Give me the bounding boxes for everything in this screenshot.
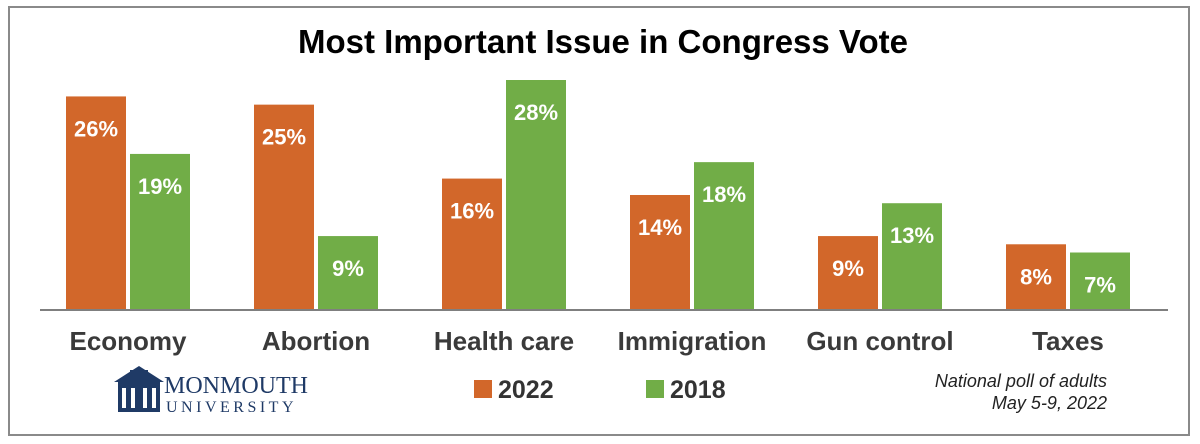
bar-2018-economy xyxy=(130,153,190,310)
bar-2018-abortion xyxy=(318,236,378,310)
value-label-2022-health-care: 16% xyxy=(450,199,494,224)
chart-frame xyxy=(8,6,1190,436)
bar-2018-taxes xyxy=(1070,252,1130,310)
logo-line-2: UNIVERSITY xyxy=(166,399,297,416)
source-note-line-1: National poll of adults xyxy=(935,371,1107,391)
legend-label-2018: 2018 xyxy=(670,376,726,404)
value-label-2022-abortion: 25% xyxy=(262,125,306,150)
bar-2022-economy xyxy=(66,96,126,310)
bar-2018-immigration xyxy=(694,162,754,310)
source-note-line-2: May 5-9, 2022 xyxy=(992,393,1107,413)
category-label-taxes: Taxes xyxy=(1032,326,1104,356)
logo-line-1: MONMOUTH xyxy=(164,373,308,399)
value-label-2018-taxes: 7% xyxy=(1084,273,1116,298)
legend-label-2022: 2022 xyxy=(498,376,554,404)
bar-group xyxy=(66,80,1130,311)
legend: 2022 2018 xyxy=(474,376,726,404)
bar-2022-immigration xyxy=(630,195,690,310)
category-label-health-care: Health care xyxy=(434,326,574,356)
bar-2022-taxes xyxy=(1006,244,1066,310)
bar-2018-gun-control xyxy=(882,203,942,310)
monmouth-logo: MONMOUTH UNIVERSITY xyxy=(114,366,308,416)
value-label-2018-health-care: 28% xyxy=(514,100,558,125)
category-label-economy: Economy xyxy=(69,326,187,356)
legend-swatch-2018 xyxy=(646,380,664,398)
building-icon xyxy=(114,366,164,412)
value-label-2022-immigration: 14% xyxy=(638,215,682,240)
value-label-2018-economy: 19% xyxy=(138,174,182,199)
bar-2022-abortion xyxy=(254,104,314,311)
bar-2018-health-care xyxy=(506,80,566,310)
legend-swatch-2022 xyxy=(474,380,492,398)
category-label-abortion: Abortion xyxy=(262,326,370,356)
category-label-gun-control: Gun control xyxy=(806,326,953,356)
value-label-2022-gun-control: 9% xyxy=(832,256,864,281)
value-label-2018-abortion: 9% xyxy=(332,256,364,281)
bar-2022-gun-control xyxy=(818,236,878,310)
value-label-2022-economy: 26% xyxy=(74,116,118,141)
category-label-immigration: Immigration xyxy=(618,326,767,356)
bar-2022-health-care xyxy=(442,178,502,310)
value-label-2022-taxes: 8% xyxy=(1020,264,1052,289)
category-label-group: Economy Abortion Health care Immigration Gun… xyxy=(69,326,1103,356)
chart-title: Most Important Issue in Congress Vote xyxy=(298,23,908,60)
value-label-2018-immigration: 18% xyxy=(702,182,746,207)
value-label-2018-gun-control: 13% xyxy=(890,223,934,248)
value-label-group: 26% 19% 25% 9% 16% 28% 14% 18% 9% 13% 8% 7% xyxy=(74,100,1116,298)
